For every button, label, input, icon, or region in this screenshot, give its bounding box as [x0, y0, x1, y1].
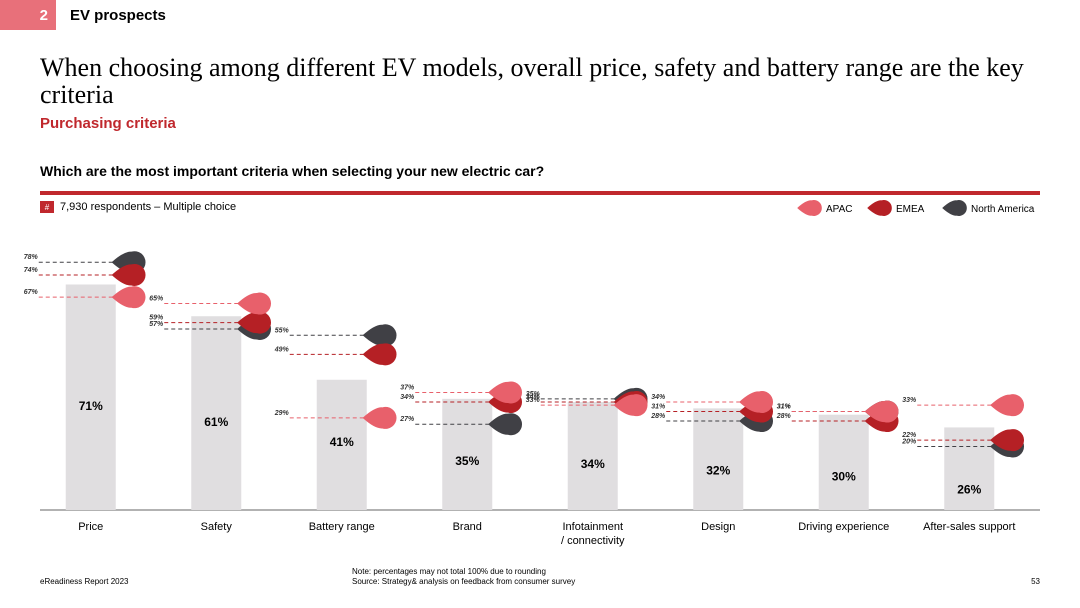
page-title: When choosing among different EV models,… [40, 53, 1024, 109]
apac-marker [613, 394, 648, 417]
category-label: After-sales support [923, 521, 1015, 533]
north-america-value-label: 35% [526, 391, 541, 398]
north-america-marker [488, 413, 523, 436]
bar-value-label: 35% [455, 454, 479, 468]
bar-0 [65, 284, 116, 510]
category-label: / connectivity [561, 535, 625, 547]
north-america-value-label: 28% [650, 413, 666, 420]
category-label: Brand [453, 521, 482, 533]
legend-north-america-label: North America [971, 204, 1035, 215]
category-label: Infotainment [562, 521, 623, 533]
apac-marker [488, 381, 523, 404]
bar-value-label: 41% [330, 435, 354, 449]
section-number-badge: 2 [0, 0, 56, 30]
respondents-info: # 7,930 respondents – Multiple choice [40, 201, 236, 213]
emea-value-label: 34% [526, 394, 541, 401]
respondents-text: 7,930 respondents – Multiple choice [60, 201, 237, 213]
source-note: Source: Strategy& analysis on feedback f… [352, 577, 576, 586]
north-america-value-label: 20% [901, 438, 917, 445]
legend-north-america-marker-icon [942, 200, 967, 217]
bar-3 [442, 398, 493, 510]
bar-7 [944, 427, 995, 510]
emea-value-label: 74% [24, 267, 39, 274]
emea-value-label: 28% [776, 413, 792, 420]
apac-value-label: 65% [149, 296, 164, 303]
bar-6 [818, 414, 869, 510]
apac-marker [990, 394, 1025, 417]
footer-note: Note: percentages may not total 100% due… [352, 567, 575, 587]
bar-value-label: 71% [79, 399, 103, 413]
category-label: Safety [201, 521, 233, 533]
north-america-value-label: 31% [777, 404, 792, 411]
page-number: 53 [1031, 577, 1040, 586]
report-name: eReadiness Report 2023 [40, 577, 129, 586]
section-number: 2 [39, 6, 48, 24]
emea-marker [990, 429, 1025, 452]
apac-value-label: 33% [526, 397, 541, 404]
category-label: Battery range [309, 521, 375, 533]
bar-value-label: 61% [204, 415, 228, 429]
bar-2 [316, 379, 367, 510]
section-title: EV prospects [70, 7, 166, 24]
emea-value-label: 31% [651, 404, 666, 411]
survey-question: Which are the most important criteria wh… [40, 163, 545, 179]
apac-marker [864, 400, 899, 423]
apac-value-label: 33% [902, 397, 917, 404]
north-america-value-label: 27% [399, 416, 415, 423]
north-america-value-label: 55% [275, 327, 290, 334]
north-america-marker [362, 324, 397, 347]
apac-value-label: 29% [274, 410, 290, 417]
emea-value-label: 49% [274, 346, 290, 353]
emea-marker [111, 263, 146, 286]
apac-marker [237, 292, 272, 315]
north-america-value-label: 78% [24, 254, 39, 261]
bar-4 [567, 402, 618, 510]
apac-marker [362, 406, 397, 429]
bar-5 [693, 408, 744, 510]
legend-apac-label: APAC [826, 204, 853, 215]
emea-marker [362, 343, 397, 366]
apac-value-label: 31% [777, 404, 792, 411]
emea-value-label: 22% [901, 432, 917, 439]
legend-apac-marker-icon [797, 200, 822, 217]
category-label: Price [78, 521, 103, 533]
bar-value-label: 32% [706, 463, 730, 477]
legend-emea-label: EMEA [896, 204, 925, 215]
bar-value-label: 34% [581, 457, 605, 471]
apac-value-label: 67% [24, 289, 39, 296]
apac-marker [111, 286, 146, 309]
category-label: Driving experience [798, 521, 889, 533]
bar-value-label: 30% [832, 470, 856, 484]
bar-1 [191, 316, 242, 510]
north-america-value-label: 57% [149, 321, 164, 328]
legend-emea-marker-icon [867, 200, 892, 217]
emea-value-label: 34% [400, 394, 415, 401]
page-subtitle: Purchasing criteria [40, 115, 176, 132]
emea-value-label: 59% [149, 315, 164, 322]
emea-marker [237, 311, 272, 334]
apac-value-label: 37% [400, 384, 415, 391]
bar-value-label: 26% [957, 482, 981, 496]
apac-value-label: 34% [651, 394, 666, 401]
rounding-note: Note: percentages may not total 100% due… [352, 567, 546, 576]
divider-rule [40, 191, 1040, 195]
category-label: Design [701, 521, 735, 533]
apac-marker [739, 391, 774, 413]
hash-icon: # [40, 201, 54, 213]
